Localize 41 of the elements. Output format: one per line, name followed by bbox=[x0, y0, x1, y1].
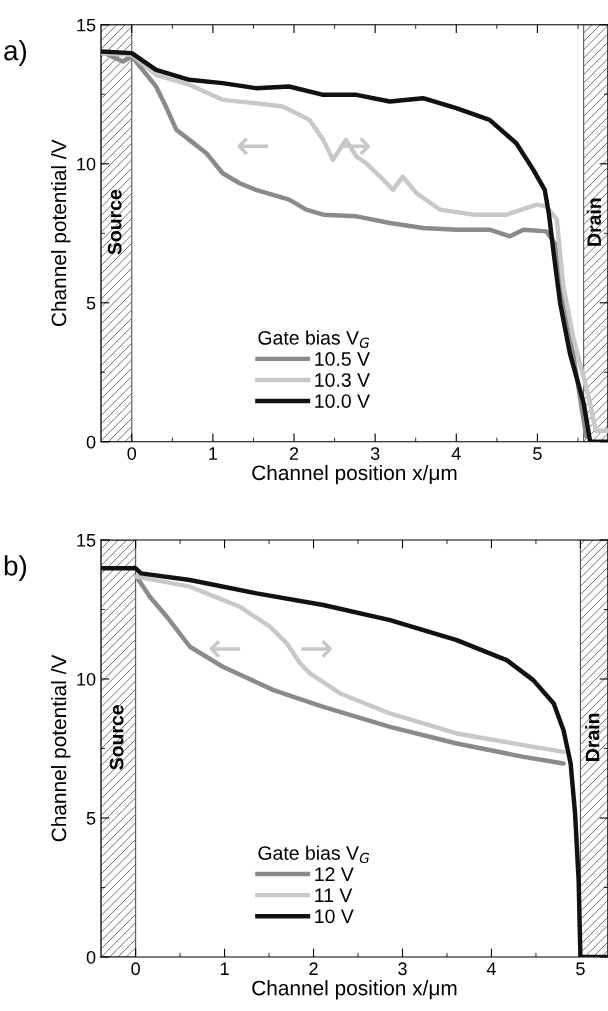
x-tick-label: 5 bbox=[533, 447, 542, 460]
band-label: Source bbox=[107, 189, 122, 255]
x-tick-label: 0 bbox=[127, 447, 137, 460]
y-axis-title: Channel potential /V bbox=[51, 139, 71, 327]
x-tick-label: 2 bbox=[289, 447, 299, 460]
x-tick-label: 0 bbox=[131, 962, 140, 976]
x-tick-label: 4 bbox=[486, 962, 496, 975]
x-tick-label: 2 bbox=[309, 962, 318, 975]
legend-label: 10.3 V bbox=[315, 373, 370, 387]
annotation: → bbox=[301, 640, 332, 658]
band-label: Drain bbox=[586, 198, 602, 246]
x-tick-label: 3 bbox=[398, 962, 407, 976]
y-tick-label: 15 bbox=[77, 534, 96, 547]
annotation: ← bbox=[209, 640, 241, 658]
y-axis-title: Channel potential /V bbox=[51, 654, 71, 842]
legend-title: Gate bias V$_{G}$ bbox=[258, 845, 370, 864]
y-tick-label: 0 bbox=[86, 950, 96, 964]
y-tick-label: 10 bbox=[77, 672, 96, 686]
legend-label: 10.5 V bbox=[315, 352, 370, 366]
legend-label: 10 V bbox=[315, 909, 354, 924]
y-tick-label: 10 bbox=[77, 157, 96, 171]
x-axis-title: Channel position x/μm bbox=[252, 464, 457, 485]
band-label: Source bbox=[109, 705, 124, 770]
x-tick-label: 1 bbox=[220, 962, 229, 975]
annotation: ← bbox=[237, 137, 269, 156]
y-tick-label: 15 bbox=[77, 18, 96, 32]
x-axis-title: Channel position x/μm bbox=[252, 980, 457, 1000]
legend-title: Gate bias V$_{G}$ bbox=[258, 330, 370, 348]
band-label: Drain bbox=[585, 713, 600, 761]
x-tick-label: 3 bbox=[370, 447, 380, 460]
legend-label: 10.0 V bbox=[315, 394, 370, 408]
text: b) bbox=[4, 555, 27, 582]
x-tick-label: 5 bbox=[576, 962, 585, 976]
legend-label: 12 V bbox=[315, 867, 354, 881]
y-tick-label: 5 bbox=[86, 812, 96, 825]
legend-label: 11 V bbox=[315, 888, 353, 902]
y-tick-label: 5 bbox=[86, 296, 96, 310]
y-tick-label: 0 bbox=[86, 435, 96, 449]
x-tick-label: 1 bbox=[209, 447, 218, 460]
text: a) bbox=[4, 40, 27, 66]
x-tick-label: 4 bbox=[451, 447, 461, 460]
